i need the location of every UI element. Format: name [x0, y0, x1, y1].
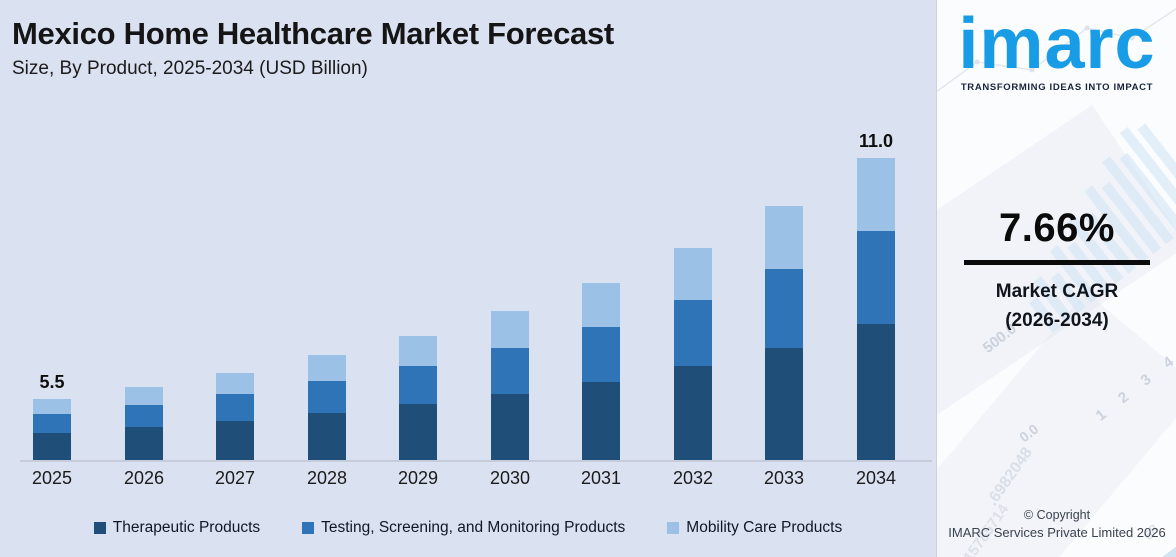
bar-2034 — [857, 158, 895, 461]
legend-swatch — [667, 522, 680, 534]
imarc-logo: imarc — [958, 4, 1156, 84]
bar-segment-testing-2031 — [582, 327, 620, 382]
bar-segment-mobility-2033 — [765, 206, 803, 269]
bar-2027 — [216, 373, 254, 461]
legend-item-testing: Testing, Screening, and Monitoring Produ… — [302, 519, 625, 537]
bar-2026 — [125, 387, 163, 461]
legend-item-mobility: Mobility Care Products — [667, 519, 842, 537]
bar-segment-mobility-2027 — [216, 373, 254, 394]
bar-segment-testing-2034 — [857, 231, 895, 324]
year-label-2029: 2029 — [397, 468, 439, 488]
bar-segment-therapeutic-2029 — [399, 404, 437, 461]
bar-segment-mobility-2028 — [308, 355, 346, 381]
bar-segment-mobility-2032 — [674, 248, 712, 300]
cagr-value: 7.66% — [999, 206, 1115, 250]
bar-2028 — [308, 355, 346, 461]
legend-label: Mobility Care Products — [686, 519, 843, 536]
bar-segment-therapeutic-2030 — [491, 394, 529, 461]
year-label-2031: 2031 — [580, 468, 622, 488]
bar-2025 — [33, 399, 71, 461]
x-axis-baseline — [20, 460, 932, 462]
cagr-divider — [964, 260, 1150, 265]
bar-segment-mobility-2029 — [399, 336, 437, 366]
total-label-2025: 5.5 — [39, 372, 65, 392]
legend-label: Testing, Screening, and Monitoring Produ… — [321, 519, 626, 536]
year-label-2032: 2032 — [672, 468, 714, 488]
total-label-2034: 11.0 — [858, 131, 894, 151]
bar-segment-mobility-2030 — [491, 311, 529, 348]
year-label-2027: 2027 — [214, 468, 256, 488]
bar-segment-therapeutic-2034 — [857, 324, 895, 461]
bar-segment-testing-2033 — [765, 269, 803, 348]
logo-tagline: TRANSFORMING IDEAS INTO IMPACT — [960, 82, 1154, 93]
bar-2031 — [582, 283, 620, 461]
bar-2030 — [491, 311, 529, 461]
bar-segment-testing-2028 — [308, 381, 346, 413]
legend-label: Therapeutic Products — [112, 519, 261, 536]
cagr-label: Market CAGR — [995, 281, 1119, 302]
copyright-line1: © Copyright — [1023, 508, 1091, 522]
bar-segment-testing-2029 — [399, 366, 437, 404]
bar-segment-testing-2026 — [125, 405, 163, 427]
bar-segment-therapeutic-2031 — [582, 382, 620, 461]
chart-region: Mexico Home Healthcare Market Forecast S… — [0, 0, 936, 557]
bar-2033 — [765, 206, 803, 461]
bar-segment-therapeutic-2028 — [308, 413, 346, 461]
chart-title: Mexico Home Healthcare Market Forecast — [12, 16, 614, 51]
bar-segment-testing-2030 — [491, 348, 529, 394]
bar-segment-mobility-2034 — [857, 158, 895, 231]
bar-segment-mobility-2026 — [125, 387, 163, 405]
year-label-2030: 2030 — [489, 468, 531, 488]
bar-segment-testing-2032 — [674, 300, 712, 366]
cagr-block: 7.66% Market CAGR (2026-2034) — [937, 206, 1176, 335]
legend-swatch — [93, 522, 106, 534]
bar-segment-therapeutic-2026 — [125, 427, 163, 461]
bar-segment-therapeutic-2033 — [765, 348, 803, 461]
year-label-2025: 2025 — [31, 468, 73, 488]
copyright: © Copyright IMARC Services Private Limit… — [937, 508, 1176, 540]
bar-segment-therapeutic-2025 — [33, 433, 71, 461]
bar-2029 — [399, 336, 437, 461]
brand-panel: 500.0 0.0 1 2 3 4 .6982048 0.15785714 68… — [936, 0, 1176, 557]
bar-segment-mobility-2031 — [582, 283, 620, 327]
year-label-2033: 2033 — [763, 468, 805, 488]
imarc-logo-block: imarc TRANSFORMING IDEAS INTO IMPACT — [937, 0, 1176, 93]
bar-segment-mobility-2025 — [33, 399, 71, 414]
bar-segment-therapeutic-2032 — [674, 366, 712, 461]
chart-subtitle: Size, By Product, 2025-2034 (USD Billion… — [12, 58, 368, 79]
copyright-line2: IMARC Services Private Limited 2026 — [948, 525, 1166, 540]
bar-segment-testing-2025 — [33, 414, 71, 433]
year-label-2028: 2028 — [306, 468, 348, 488]
legend-swatch — [302, 522, 315, 534]
bar-segment-therapeutic-2027 — [216, 421, 254, 461]
network-pattern-decoration — [937, 8, 1176, 93]
legend: Therapeutic Products Testing, Screening, … — [0, 519, 936, 537]
bar-2032 — [674, 248, 712, 461]
legend-item-therapeutic: Therapeutic Products — [93, 519, 261, 537]
year-label-2034: 2034 — [855, 468, 897, 488]
cagr-period: (2026-2034) — [1005, 310, 1109, 331]
bar-segment-testing-2027 — [216, 394, 254, 421]
year-label-2026: 2026 — [123, 468, 165, 488]
